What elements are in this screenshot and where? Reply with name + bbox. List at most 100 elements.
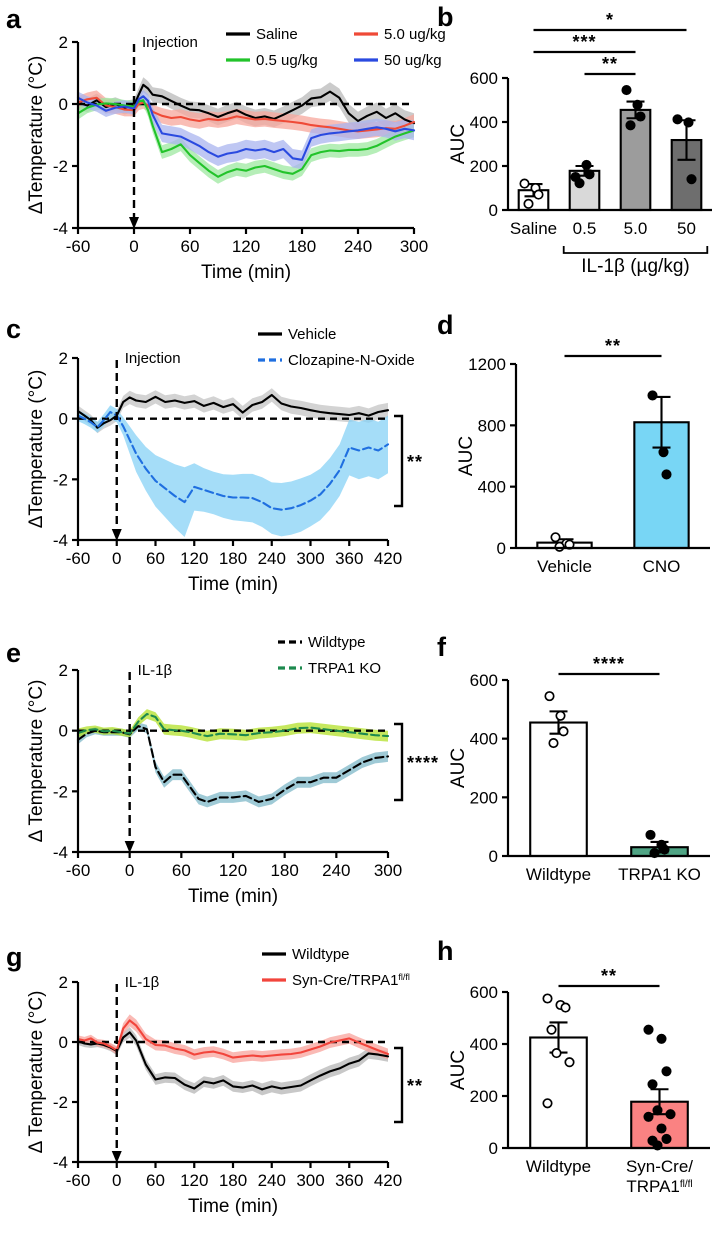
bar-h-0 bbox=[529, 1036, 588, 1150]
y-tick-label-g-3: 2 bbox=[59, 973, 68, 992]
chart-d: 0 400 800 1200 Vehicle CNO AUC ** bbox=[456, 336, 710, 576]
data-point-f-0-2 bbox=[558, 726, 569, 737]
significance-label-e: **** bbox=[407, 753, 439, 773]
legend-label-e-1: TRPA1 KO bbox=[308, 660, 381, 677]
x-tick-label-e-1: 0 bbox=[125, 861, 134, 880]
panel-label-c: c bbox=[6, 314, 22, 344]
x-tick-label-c-6: 300 bbox=[296, 549, 324, 568]
error-band-c-1 bbox=[78, 405, 388, 537]
x-tick-label-h-0: Wildtype bbox=[526, 1157, 591, 1176]
x-tick-label-b-3: 50 bbox=[677, 219, 696, 238]
x-tick-label-h-1: Syn-Cre/TRPA1fl/fl bbox=[626, 1157, 693, 1196]
x-tick-label-c-3: 120 bbox=[180, 549, 208, 568]
data-point-h-1-5 bbox=[665, 1109, 676, 1120]
x-tick-label-c-1: 0 bbox=[112, 549, 121, 568]
y-axis-title-f: AUC bbox=[448, 748, 469, 788]
x-tick-label-d-1: CNO bbox=[643, 557, 681, 576]
chart-g: IL-1β -4 -2 0 2 -60 0 60 120 180 240 300 360 420 Time … bbox=[26, 946, 423, 1217]
data-point-h-1-8 bbox=[661, 1133, 672, 1144]
y-tick-label-f-3: 600 bbox=[470, 671, 498, 690]
x-tick-label-g-6: 300 bbox=[296, 1171, 324, 1190]
data-point-h-1-4 bbox=[652, 1105, 663, 1116]
y-axis-title-h: AUC bbox=[448, 1050, 469, 1090]
y-tick-label-e-0: -4 bbox=[53, 843, 68, 862]
x-tick-label-e-4: 180 bbox=[270, 861, 298, 880]
x-axis-title-e: Time (min) bbox=[188, 886, 278, 907]
y-tick-label-h-0: 0 bbox=[489, 1139, 498, 1158]
x-tick-label-c-8: 420 bbox=[374, 549, 402, 568]
significance-bracket-g bbox=[394, 1046, 404, 1124]
x-tick-label-e-3: 120 bbox=[219, 861, 247, 880]
panel-label-a: a bbox=[6, 4, 22, 34]
significance-label-b-2: ** bbox=[602, 54, 618, 74]
annotation-e-0: IL-1β bbox=[138, 662, 173, 679]
data-point-h-1-1 bbox=[656, 1033, 667, 1044]
y-axis-title-a: ΔTemperature (°C) bbox=[26, 56, 47, 215]
data-point-b-2-2 bbox=[635, 111, 646, 122]
data-point-d-1-0 bbox=[647, 390, 658, 401]
data-point-b-1-3 bbox=[574, 178, 585, 189]
legend-label-c-0: Vehicle bbox=[288, 326, 336, 343]
y-tick-label-f-1: 200 bbox=[470, 788, 498, 807]
y-tick-label-h-2: 400 bbox=[470, 1035, 498, 1054]
data-point-d-0-0 bbox=[550, 532, 561, 543]
data-point-h-0-6 bbox=[542, 1098, 553, 1109]
chart-b: 0 200 400 600 Saline 0.5 5.0 50 AUC IL-1β (µg/kg)… bbox=[448, 10, 712, 277]
y-tick-label-g-0: -4 bbox=[53, 1153, 68, 1172]
panel-b-auc-il1b-doses: 0 200 400 600 Saline 0.5 5.0 50 AUC IL-1β (µg/kg)… bbox=[432, 0, 728, 306]
data-point-h-0-3 bbox=[546, 1024, 557, 1035]
error-band-e-0 bbox=[78, 722, 388, 808]
y-tick-label-c-0: -4 bbox=[53, 531, 68, 550]
trace-e-1 bbox=[76, 712, 390, 738]
x-tick-label-c-5: 240 bbox=[258, 549, 286, 568]
x-tick-label-a-4: 180 bbox=[288, 237, 316, 256]
significance-label-g: ** bbox=[407, 1076, 423, 1096]
y-axis-title-b: AUC bbox=[448, 124, 469, 164]
group-label-b: IL-1β (µg/kg) bbox=[581, 256, 689, 277]
data-point-b-0-2 bbox=[533, 189, 544, 200]
x-tick-label-c-4: 180 bbox=[219, 549, 247, 568]
x-tick-label-b-2: 5.0 bbox=[624, 219, 648, 238]
y-tick-label-e-1: -2 bbox=[53, 782, 68, 801]
legend-label-c-1: Clozapine-N-Oxide bbox=[288, 352, 415, 369]
data-point-h-0-5 bbox=[564, 1057, 575, 1068]
legend-label-a-1: 5.0 ug/kg bbox=[384, 26, 446, 43]
x-tick-label-a-3: 120 bbox=[232, 237, 260, 256]
x-tick-label-f-0: Wildtype bbox=[526, 865, 591, 884]
y-axis-title-e: Δ Temperature (°C) bbox=[26, 680, 47, 843]
panel-label-b: b bbox=[437, 2, 454, 32]
x-tick-label-c-7: 360 bbox=[335, 549, 363, 568]
x-tick-label-b-0: Saline bbox=[510, 219, 557, 238]
data-point-b-3-0 bbox=[672, 114, 683, 125]
injection-arrowhead-e bbox=[124, 841, 135, 853]
chart-h: 0 200 400 600 Wildtype Syn-Cre/TRPA1fl/fl AUC *… bbox=[448, 966, 710, 1196]
x-tick-label-b-1: 0.5 bbox=[573, 219, 597, 238]
x-tick-label-g-0: -60 bbox=[66, 1171, 91, 1190]
x-tick-label-a-6: 300 bbox=[400, 237, 428, 256]
chart-c: Injection -4 -2 0 2 -60 0 60 120 180 240 300 360 420 T… bbox=[26, 326, 422, 595]
x-tick-label-g-1: 0 bbox=[112, 1171, 121, 1190]
annotation-a-0: Injection bbox=[142, 34, 198, 51]
error-band-g-1 bbox=[78, 1014, 388, 1063]
panel-label-h: h bbox=[437, 936, 454, 966]
y-tick-label-b-1: 200 bbox=[470, 157, 498, 176]
data-point-d-1-1 bbox=[658, 447, 669, 458]
group-bracket-b bbox=[562, 246, 709, 254]
injection-arrowhead-g bbox=[111, 1151, 122, 1163]
y-tick-label-b-0: 0 bbox=[489, 201, 498, 220]
data-point-f-1-2 bbox=[659, 844, 670, 855]
y-tick-label-e-3: 2 bbox=[59, 661, 68, 680]
y-tick-label-f-0: 0 bbox=[489, 847, 498, 866]
data-point-f-0-0 bbox=[544, 691, 555, 702]
x-tick-label-e-0: -60 bbox=[66, 861, 91, 880]
panel-f-auc-trpa1ko: 0 200 400 600 Wildtype TRPA1 KO AUC **** bbox=[432, 618, 728, 930]
significance-bracket-c bbox=[394, 414, 404, 508]
y-tick-label-d-3: 1200 bbox=[468, 355, 506, 374]
x-axis-title-g: Time (min) bbox=[188, 1196, 278, 1217]
x-tick-label-c-0: -60 bbox=[66, 549, 91, 568]
data-point-h-1-2 bbox=[661, 1066, 672, 1077]
panel-label-e: e bbox=[6, 638, 22, 668]
y-tick-label-d-2: 800 bbox=[478, 416, 506, 435]
panel-c-timecourse-cno: Injection -4 -2 0 2 -60 0 60 120 180 240 300 360 420 T… bbox=[0, 306, 432, 618]
y-tick-label-c-2: 0 bbox=[59, 410, 68, 429]
